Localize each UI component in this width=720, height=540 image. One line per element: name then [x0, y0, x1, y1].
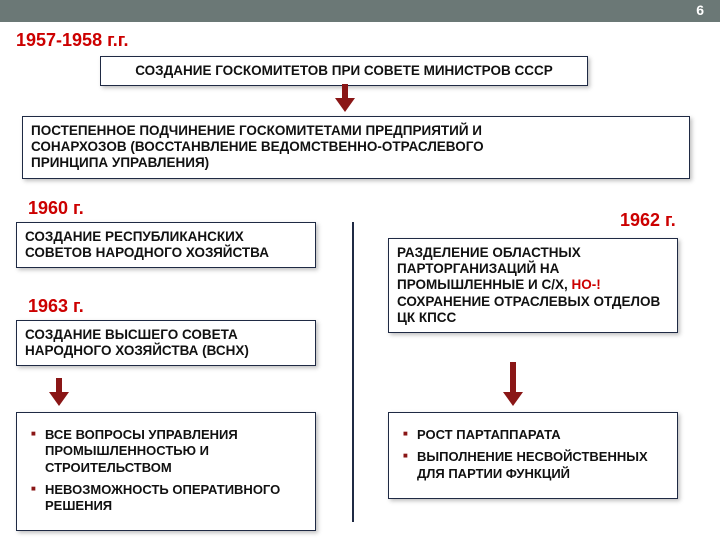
box-goskomitet: СОЗДАНИЕ ГОСКОМИТЕТОВ ПРИ СОВЕТЕ МИНИСТР…: [100, 56, 588, 86]
left-bullet-1: ВСЕ ВОПРОСЫ УПРАВЛЕНИЯ ПРОМЫШЛЕННОСТЬЮ И…: [31, 427, 305, 476]
year-1962: 1962 г.: [620, 210, 676, 231]
top-bar: 6: [0, 0, 720, 22]
left-bullets-list: ВСЕ ВОПРОСЫ УПРАВЛЕНИЯ ПРОМЫШЛЕННОСТЬЮ И…: [27, 427, 305, 514]
arrow-vsnh-body: [56, 378, 62, 392]
vertical-divider: [352, 222, 354, 522]
right-bullet-1: РОСТ ПАРТАППАРАТА: [403, 427, 667, 443]
left-bullet-2: НЕВОЗМОЖНОСТЬ ОПЕРАТИВНОГО РЕШЕНИЯ: [31, 482, 305, 515]
box-respublikan: СОЗДАНИЕ РЕСПУБЛИКАНСКИХ СОВЕТОВ НАРОДНО…: [16, 222, 316, 268]
razdelenie-text-post: СОХРАНЕНИЕ ОТРАСЛЕВЫХ ОТДЕЛОВ ЦК КПСС: [397, 294, 660, 325]
arrow-1-head: [335, 98, 355, 112]
year-1957-1958: 1957-1958 г.г.: [16, 30, 128, 51]
arrow-vsnh-head: [49, 392, 69, 406]
razdelenie-text-pre: РАЗДЕЛЕНИЕ ОБЛАСТНЫХ ПАРТОРГАНИЗАЦИЙ НА …: [397, 245, 581, 292]
slide-root: 6 1957-1958 г.г. 1960 г. 1963 г. 1962 г.…: [0, 0, 720, 540]
arrow-1-body: [342, 84, 348, 98]
year-1963: 1963 г.: [28, 296, 84, 317]
box-razdelenie: РАЗДЕЛЕНИЕ ОБЛАСТНЫХ ПАРТОРГАНИЗАЦИЙ НА …: [388, 238, 678, 333]
box-subordination: ПОСТЕПЕННОЕ ПОДЧИНЕНИЕ ГОСКОМИТЕТАМИ ПРЕ…: [22, 116, 690, 179]
razdelenie-no: НО-!: [571, 277, 600, 292]
arrow-right-head: [503, 392, 523, 406]
arrow-right-body: [510, 362, 516, 392]
box-right-bullets: РОСТ ПАРТАППАРАТА ВЫПОЛНЕНИЕ НЕСВОЙСТВЕН…: [388, 412, 678, 499]
year-1960: 1960 г.: [28, 198, 84, 219]
page-number: 6: [696, 2, 704, 18]
box-left-bullets: ВСЕ ВОПРОСЫ УПРАВЛЕНИЯ ПРОМЫШЛЕННОСТЬЮ И…: [16, 412, 316, 531]
right-bullets-list: РОСТ ПАРТАППАРАТА ВЫПОЛНЕНИЕ НЕСВОЙСТВЕН…: [399, 427, 667, 482]
right-bullet-2: ВЫПОЛНЕНИЕ НЕСВОЙСТВЕННЫХ ДЛЯ ПАРТИИ ФУН…: [403, 449, 667, 482]
box-vsnh: СОЗДАНИЕ ВЫСШЕГО СОВЕТА НАРОДНОГО ХОЗЯЙС…: [16, 320, 316, 366]
